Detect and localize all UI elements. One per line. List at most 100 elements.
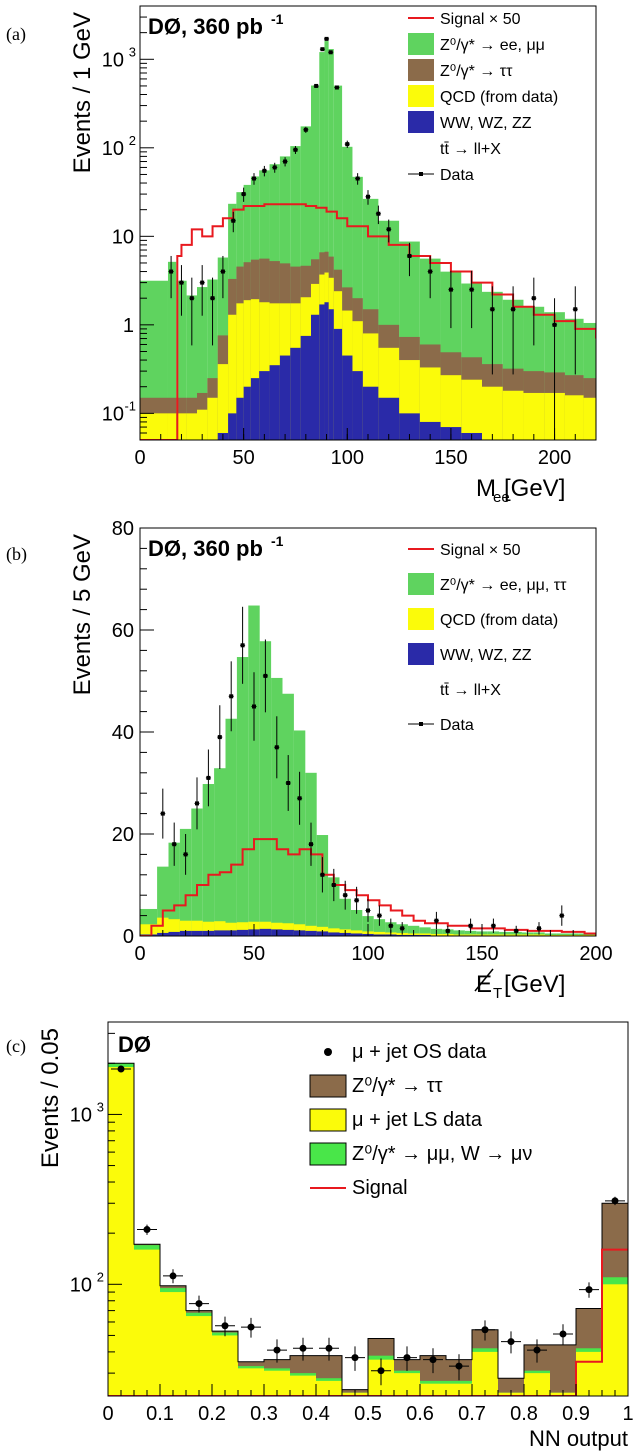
data-point [299,1344,307,1352]
bar [250,299,260,440]
bar [160,1292,186,1396]
legend-box-symbol [408,59,434,81]
bar [250,378,260,440]
bar [373,934,386,936]
bar [168,842,180,936]
legend-dot-symbol [324,1048,332,1056]
bar [446,1383,472,1396]
bar [214,930,226,936]
bar [482,386,503,440]
legend-box-symbol [408,573,434,595]
bar [167,261,177,440]
data-point [143,1226,151,1234]
data-point [355,176,360,181]
bar [259,928,272,936]
bar [179,920,192,936]
bar [550,1344,576,1396]
data-point [366,194,370,199]
bar [487,931,500,936]
data-point [514,928,519,933]
legend-label: WW, WZ, ZZ [440,647,532,664]
bar [290,347,301,440]
y-tick-label: 10 [70,1274,92,1296]
signal-line [140,838,596,936]
bar [319,304,325,440]
data-point [200,280,205,285]
data-point [490,307,495,312]
data-points [111,1065,625,1386]
bar [328,309,334,440]
data-point [552,322,557,327]
bar [464,930,477,936]
x-tick-label: 0 [134,943,145,965]
bar [108,1067,134,1396]
data-point [229,694,234,699]
bar [197,409,208,440]
y-tick-exponent: -1 [124,398,136,413]
y-tick-label: 1 [123,315,134,337]
bar [134,1249,160,1396]
y-tick-label: 10 [102,403,124,425]
bar [311,314,320,440]
y-axis-label: Events / 5 GeV [69,534,96,695]
data-point [386,227,391,232]
x-tick-label: 0.6 [406,1403,434,1425]
y-tick-exponent: 2 [129,133,136,148]
bar [243,300,251,440]
bar [396,934,408,936]
bar [212,1335,238,1396]
y-axis-label: Events / 0.05 [37,1028,64,1168]
data-point [481,1326,489,1334]
data-point [507,1338,515,1346]
data-point [531,296,536,301]
bar [191,808,203,936]
panel-label: (a) [6,24,26,45]
bar [179,828,192,936]
legend-box-symbol [408,608,434,630]
y-tick-label: 20 [112,824,134,846]
data-point [354,898,359,903]
bar [167,413,177,440]
bar [214,921,226,936]
panel-label: (c) [6,1036,26,1057]
x-tick-label: 0.4 [302,1403,330,1425]
bar [191,930,203,936]
legend-box-symbol [408,85,434,107]
bar [228,413,237,440]
x-tick-label: 100 [331,447,364,469]
chart-title-exponent: -1 [271,533,284,549]
data-point [434,918,439,923]
bar [202,921,215,936]
x-tick-label: 0.5 [354,1403,382,1425]
legend-marker-symbol [419,722,423,726]
bar [464,934,477,936]
bar [399,413,420,440]
data-point [286,781,291,785]
bar [186,413,197,440]
bar [140,924,158,936]
y-tick-label: 10 [112,226,134,248]
x-tick-label: 150 [434,447,467,469]
bar [564,395,584,440]
bar [328,928,340,936]
bar [207,397,218,440]
y-tick-label: 40 [112,722,134,744]
data-point [407,253,412,258]
bar [523,392,545,440]
bar [583,397,596,440]
bar [282,693,294,936]
x-axis-label-unit: [GeV] [504,971,565,998]
bar [305,930,317,936]
bar [373,931,386,936]
data-point [241,192,246,197]
data-point [455,1362,463,1370]
bar [225,922,237,936]
bar [328,932,340,936]
bar [342,355,353,440]
legend-label: Z⁰/γ* → ee, μμ [440,37,545,54]
x-tick-label: 0.1 [146,1403,174,1425]
data-point [169,1272,177,1280]
data-point [231,218,236,223]
data-point [537,926,541,931]
